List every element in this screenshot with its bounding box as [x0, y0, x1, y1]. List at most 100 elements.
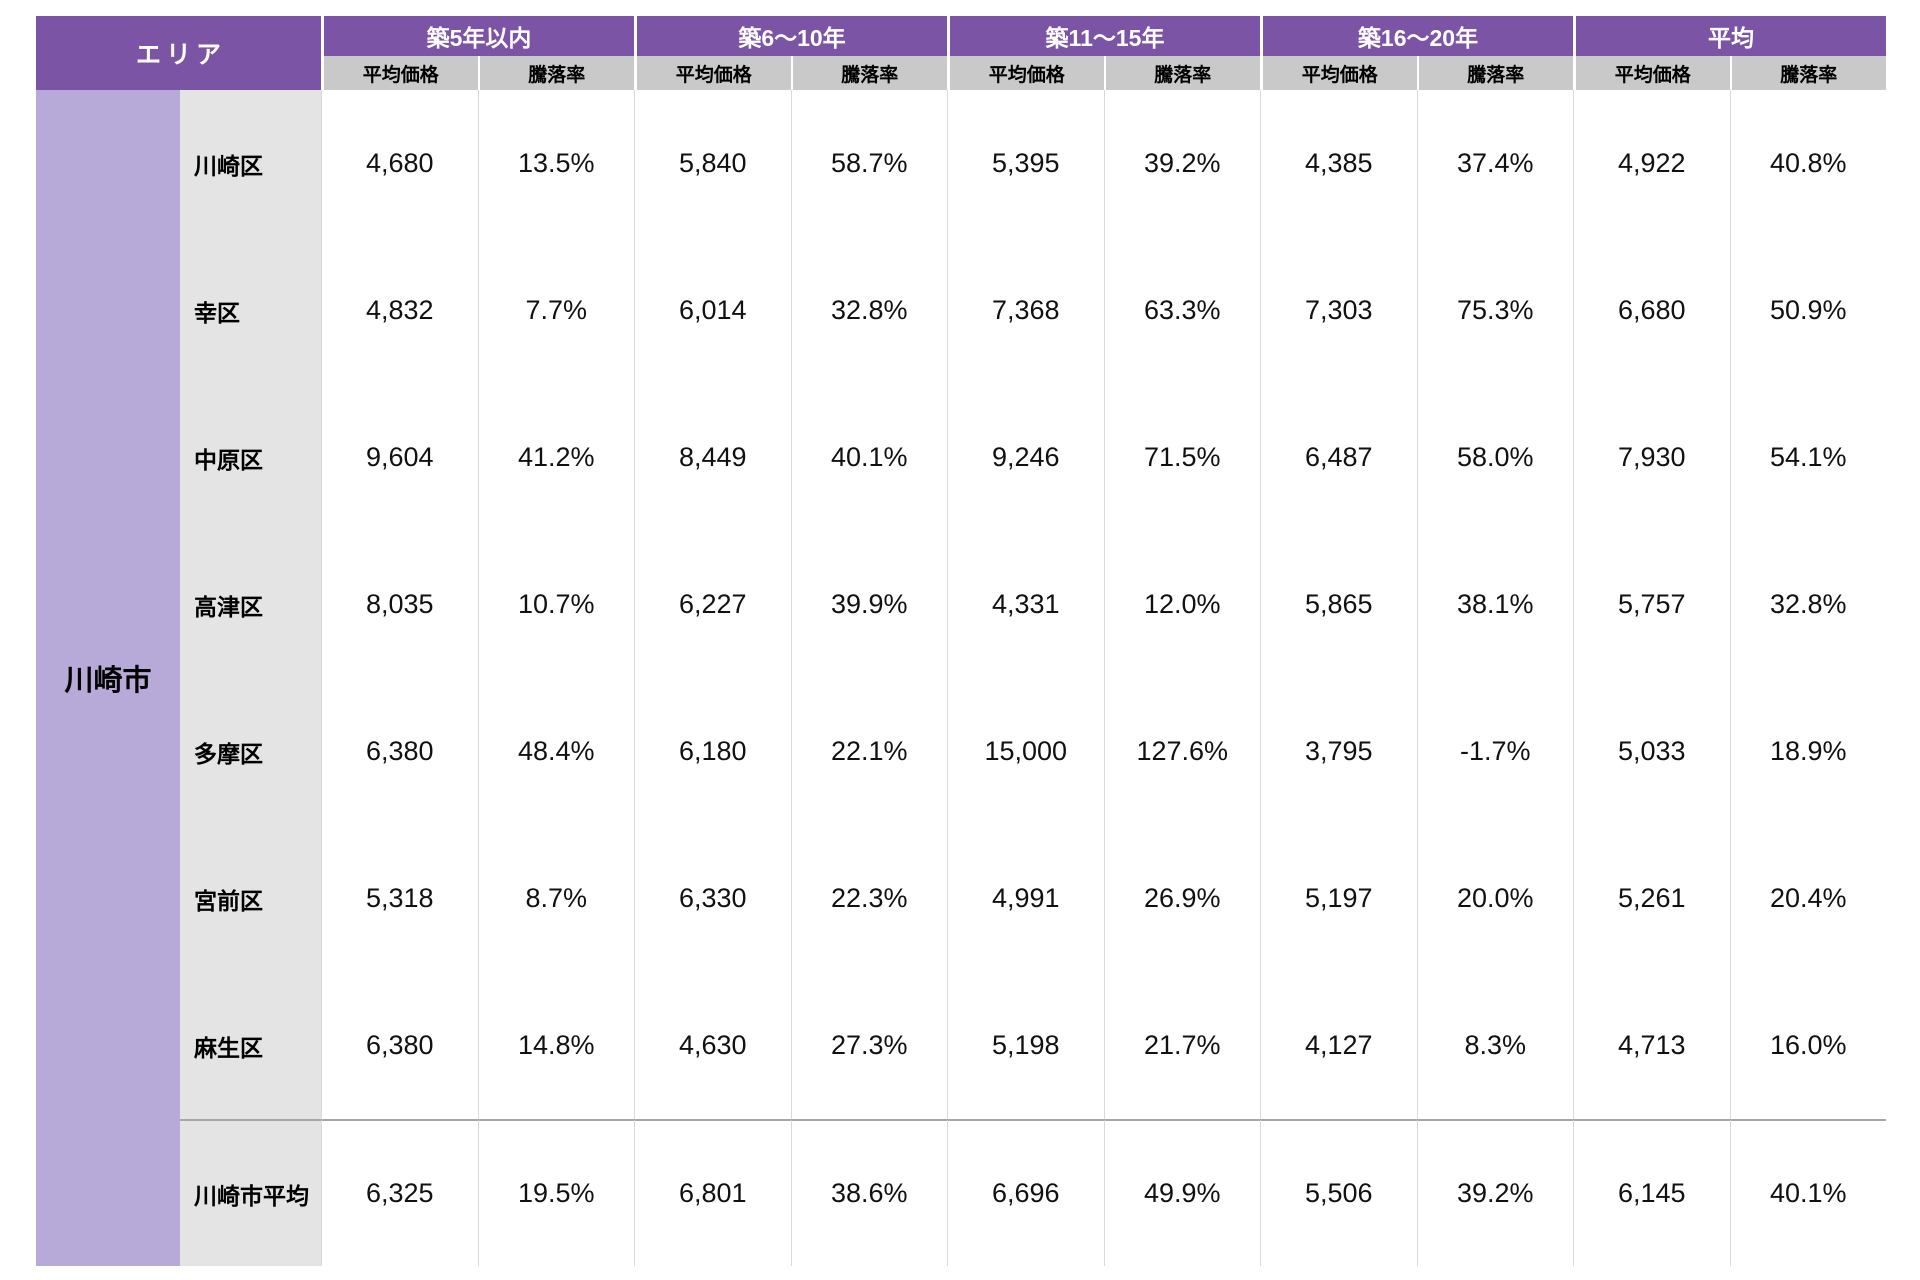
price-table: エリア 築5年以内 築6〜10年 築11〜15年 築16〜20年 平均 平均価格…	[36, 16, 1886, 1266]
subheader-rate: 騰落率	[1103, 56, 1260, 90]
change-rate-cell: 20.0%	[1416, 825, 1573, 972]
summary-row-label: 川崎市平均	[180, 1119, 321, 1266]
subheader-price: 平均価格	[634, 56, 791, 90]
avg-price-cell: 5,840	[634, 90, 791, 237]
group-header-age-6-10: 築6〜10年	[634, 16, 947, 56]
avg-price-cell: 4,385	[1260, 90, 1417, 237]
change-rate-cell: 8.7%	[477, 825, 634, 972]
change-rate-cell: 40.1%	[1729, 1119, 1886, 1266]
avg-price-cell: 6,330	[634, 825, 791, 972]
change-rate-cell: 16.0%	[1729, 972, 1886, 1119]
avg-price-cell: 6,180	[634, 678, 791, 825]
change-rate-cell: -1.7%	[1416, 678, 1573, 825]
district-label: 麻生区	[180, 972, 321, 1119]
change-rate-cell: 40.1%	[790, 384, 947, 531]
change-rate-cell: 39.2%	[1416, 1119, 1573, 1266]
avg-price-cell: 6,145	[1573, 1119, 1730, 1266]
avg-price-cell: 15,000	[947, 678, 1104, 825]
avg-price-cell: 5,033	[1573, 678, 1730, 825]
avg-price-cell: 5,261	[1573, 825, 1730, 972]
group-header-age-0-5: 築5年以内	[321, 16, 634, 56]
change-rate-cell: 21.7%	[1103, 972, 1260, 1119]
change-rate-cell: 58.7%	[790, 90, 947, 237]
change-rate-cell: 27.3%	[790, 972, 947, 1119]
avg-price-cell: 5,318	[321, 825, 478, 972]
subheader-rate: 騰落率	[477, 56, 634, 90]
city-label: 川崎市	[36, 90, 180, 1266]
avg-price-cell: 8,035	[321, 531, 478, 678]
change-rate-cell: 22.3%	[790, 825, 947, 972]
change-rate-cell: 22.1%	[790, 678, 947, 825]
district-label: 幸区	[180, 237, 321, 384]
avg-price-cell: 6,380	[321, 972, 478, 1119]
change-rate-cell: 54.1%	[1729, 384, 1886, 531]
change-rate-cell: 7.7%	[477, 237, 634, 384]
avg-price-cell: 5,865	[1260, 531, 1417, 678]
avg-price-cell: 6,014	[634, 237, 791, 384]
change-rate-cell: 127.6%	[1103, 678, 1260, 825]
subheader-price: 平均価格	[1260, 56, 1417, 90]
avg-price-cell: 7,303	[1260, 237, 1417, 384]
area-header-cell: エリア	[36, 16, 321, 90]
avg-price-cell: 6,696	[947, 1119, 1104, 1266]
district-label: 中原区	[180, 384, 321, 531]
change-rate-cell: 58.0%	[1416, 384, 1573, 531]
change-rate-cell: 50.9%	[1729, 237, 1886, 384]
change-rate-cell: 71.5%	[1103, 384, 1260, 531]
change-rate-cell: 10.7%	[477, 531, 634, 678]
avg-price-cell: 5,198	[947, 972, 1104, 1119]
avg-price-cell: 8,449	[634, 384, 791, 531]
subheader-price: 平均価格	[947, 56, 1104, 90]
group-header-average: 平均	[1573, 16, 1886, 56]
change-rate-cell: 19.5%	[477, 1119, 634, 1266]
subheader-rate: 騰落率	[1729, 56, 1886, 90]
avg-price-cell: 7,930	[1573, 384, 1730, 531]
district-label: 川崎区	[180, 90, 321, 237]
subheader-price: 平均価格	[1573, 56, 1730, 90]
change-rate-cell: 26.9%	[1103, 825, 1260, 972]
avg-price-cell: 3,795	[1260, 678, 1417, 825]
change-rate-cell: 13.5%	[477, 90, 634, 237]
avg-price-cell: 5,197	[1260, 825, 1417, 972]
change-rate-cell: 49.9%	[1103, 1119, 1260, 1266]
change-rate-cell: 39.2%	[1103, 90, 1260, 237]
avg-price-cell: 6,227	[634, 531, 791, 678]
avg-price-cell: 5,757	[1573, 531, 1730, 678]
avg-price-cell: 6,680	[1573, 237, 1730, 384]
change-rate-cell: 37.4%	[1416, 90, 1573, 237]
change-rate-cell: 48.4%	[477, 678, 634, 825]
change-rate-cell: 75.3%	[1416, 237, 1573, 384]
change-rate-cell: 20.4%	[1729, 825, 1886, 972]
avg-price-cell: 9,246	[947, 384, 1104, 531]
avg-price-cell: 4,991	[947, 825, 1104, 972]
avg-price-cell: 4,331	[947, 531, 1104, 678]
district-label: 宮前区	[180, 825, 321, 972]
change-rate-cell: 14.8%	[477, 972, 634, 1119]
change-rate-cell: 18.9%	[1729, 678, 1886, 825]
group-header-age-16-20: 築16〜20年	[1260, 16, 1573, 56]
change-rate-cell: 12.0%	[1103, 531, 1260, 678]
subheader-rate: 騰落率	[1416, 56, 1573, 90]
avg-price-cell: 4,713	[1573, 972, 1730, 1119]
avg-price-cell: 6,325	[321, 1119, 478, 1266]
avg-price-cell: 7,368	[947, 237, 1104, 384]
subheader-price: 平均価格	[321, 56, 478, 90]
avg-price-cell: 5,395	[947, 90, 1104, 237]
avg-price-cell: 5,506	[1260, 1119, 1417, 1266]
change-rate-cell: 41.2%	[477, 384, 634, 531]
district-label: 多摩区	[180, 678, 321, 825]
change-rate-cell: 32.8%	[790, 237, 947, 384]
change-rate-cell: 39.9%	[790, 531, 947, 678]
change-rate-cell: 40.8%	[1729, 90, 1886, 237]
avg-price-cell: 6,487	[1260, 384, 1417, 531]
avg-price-cell: 4,832	[321, 237, 478, 384]
avg-price-cell: 6,801	[634, 1119, 791, 1266]
change-rate-cell: 8.3%	[1416, 972, 1573, 1119]
avg-price-cell: 4,680	[321, 90, 478, 237]
avg-price-cell: 4,922	[1573, 90, 1730, 237]
avg-price-cell: 6,380	[321, 678, 478, 825]
district-label: 高津区	[180, 531, 321, 678]
subheader-rate: 騰落率	[790, 56, 947, 90]
avg-price-cell: 9,604	[321, 384, 478, 531]
